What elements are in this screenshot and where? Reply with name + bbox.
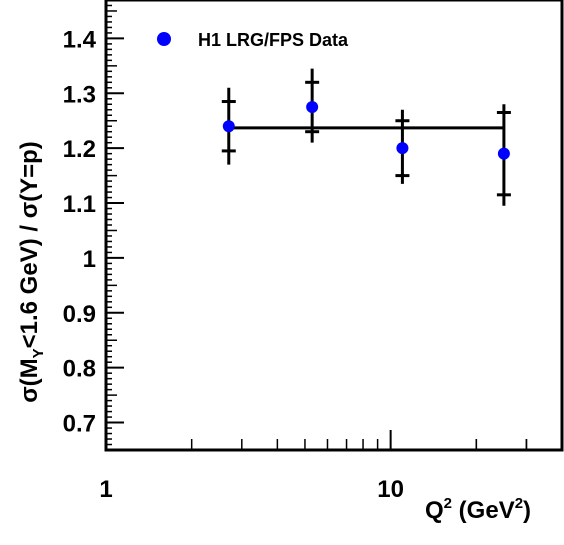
x-axis-label-base: Q xyxy=(425,497,444,524)
legend-label: H1 LRG/FPS Data xyxy=(198,30,349,50)
y-axis-label-part2: <1.6 GeV) / σ(Y=p) xyxy=(16,141,43,348)
legend: H1 LRG/FPS Data xyxy=(157,30,349,50)
y-axis-label: σ(MY<1.6 GeV) / σ(Y=p) xyxy=(16,141,47,403)
x-tick-label: 1 xyxy=(99,476,112,503)
y-tick-label: 0.7 xyxy=(63,411,96,438)
data-point xyxy=(497,147,510,160)
y-tick-label: 0.8 xyxy=(63,356,96,383)
x-axis-label: Q2 (GeV2) xyxy=(425,495,531,524)
x-axis-label-close: ) xyxy=(523,497,531,524)
y-tick-label: 1 xyxy=(83,246,96,273)
y-axis-ticks: 0.7 0.8 0.9 1 1.1 1.2 1.3 1.4 xyxy=(63,0,124,451)
y-axis-label-part1: σ(M xyxy=(16,358,43,402)
x-axis-label-sup1: 2 xyxy=(444,495,452,512)
data-points xyxy=(221,68,511,206)
x-axis-label-unit: (GeV xyxy=(452,497,515,524)
y-tick-label: 0.9 xyxy=(63,301,96,328)
y-tick-label: 1.1 xyxy=(63,191,96,218)
x-tick-label: 10 xyxy=(377,476,404,503)
x-axis-label-sup2: 2 xyxy=(515,495,523,512)
legend-marker xyxy=(157,32,171,46)
data-point xyxy=(396,142,409,155)
y-tick-label: 1.2 xyxy=(63,136,96,163)
y-tick-label: 1.4 xyxy=(63,26,97,53)
data-point xyxy=(222,120,235,133)
data-point xyxy=(306,101,319,114)
y-axis-label-sub: Y xyxy=(30,348,47,358)
y-tick-label: 1.3 xyxy=(63,81,96,108)
plot-frame xyxy=(104,0,564,452)
x-axis-ticks: 1 10 xyxy=(99,430,563,503)
